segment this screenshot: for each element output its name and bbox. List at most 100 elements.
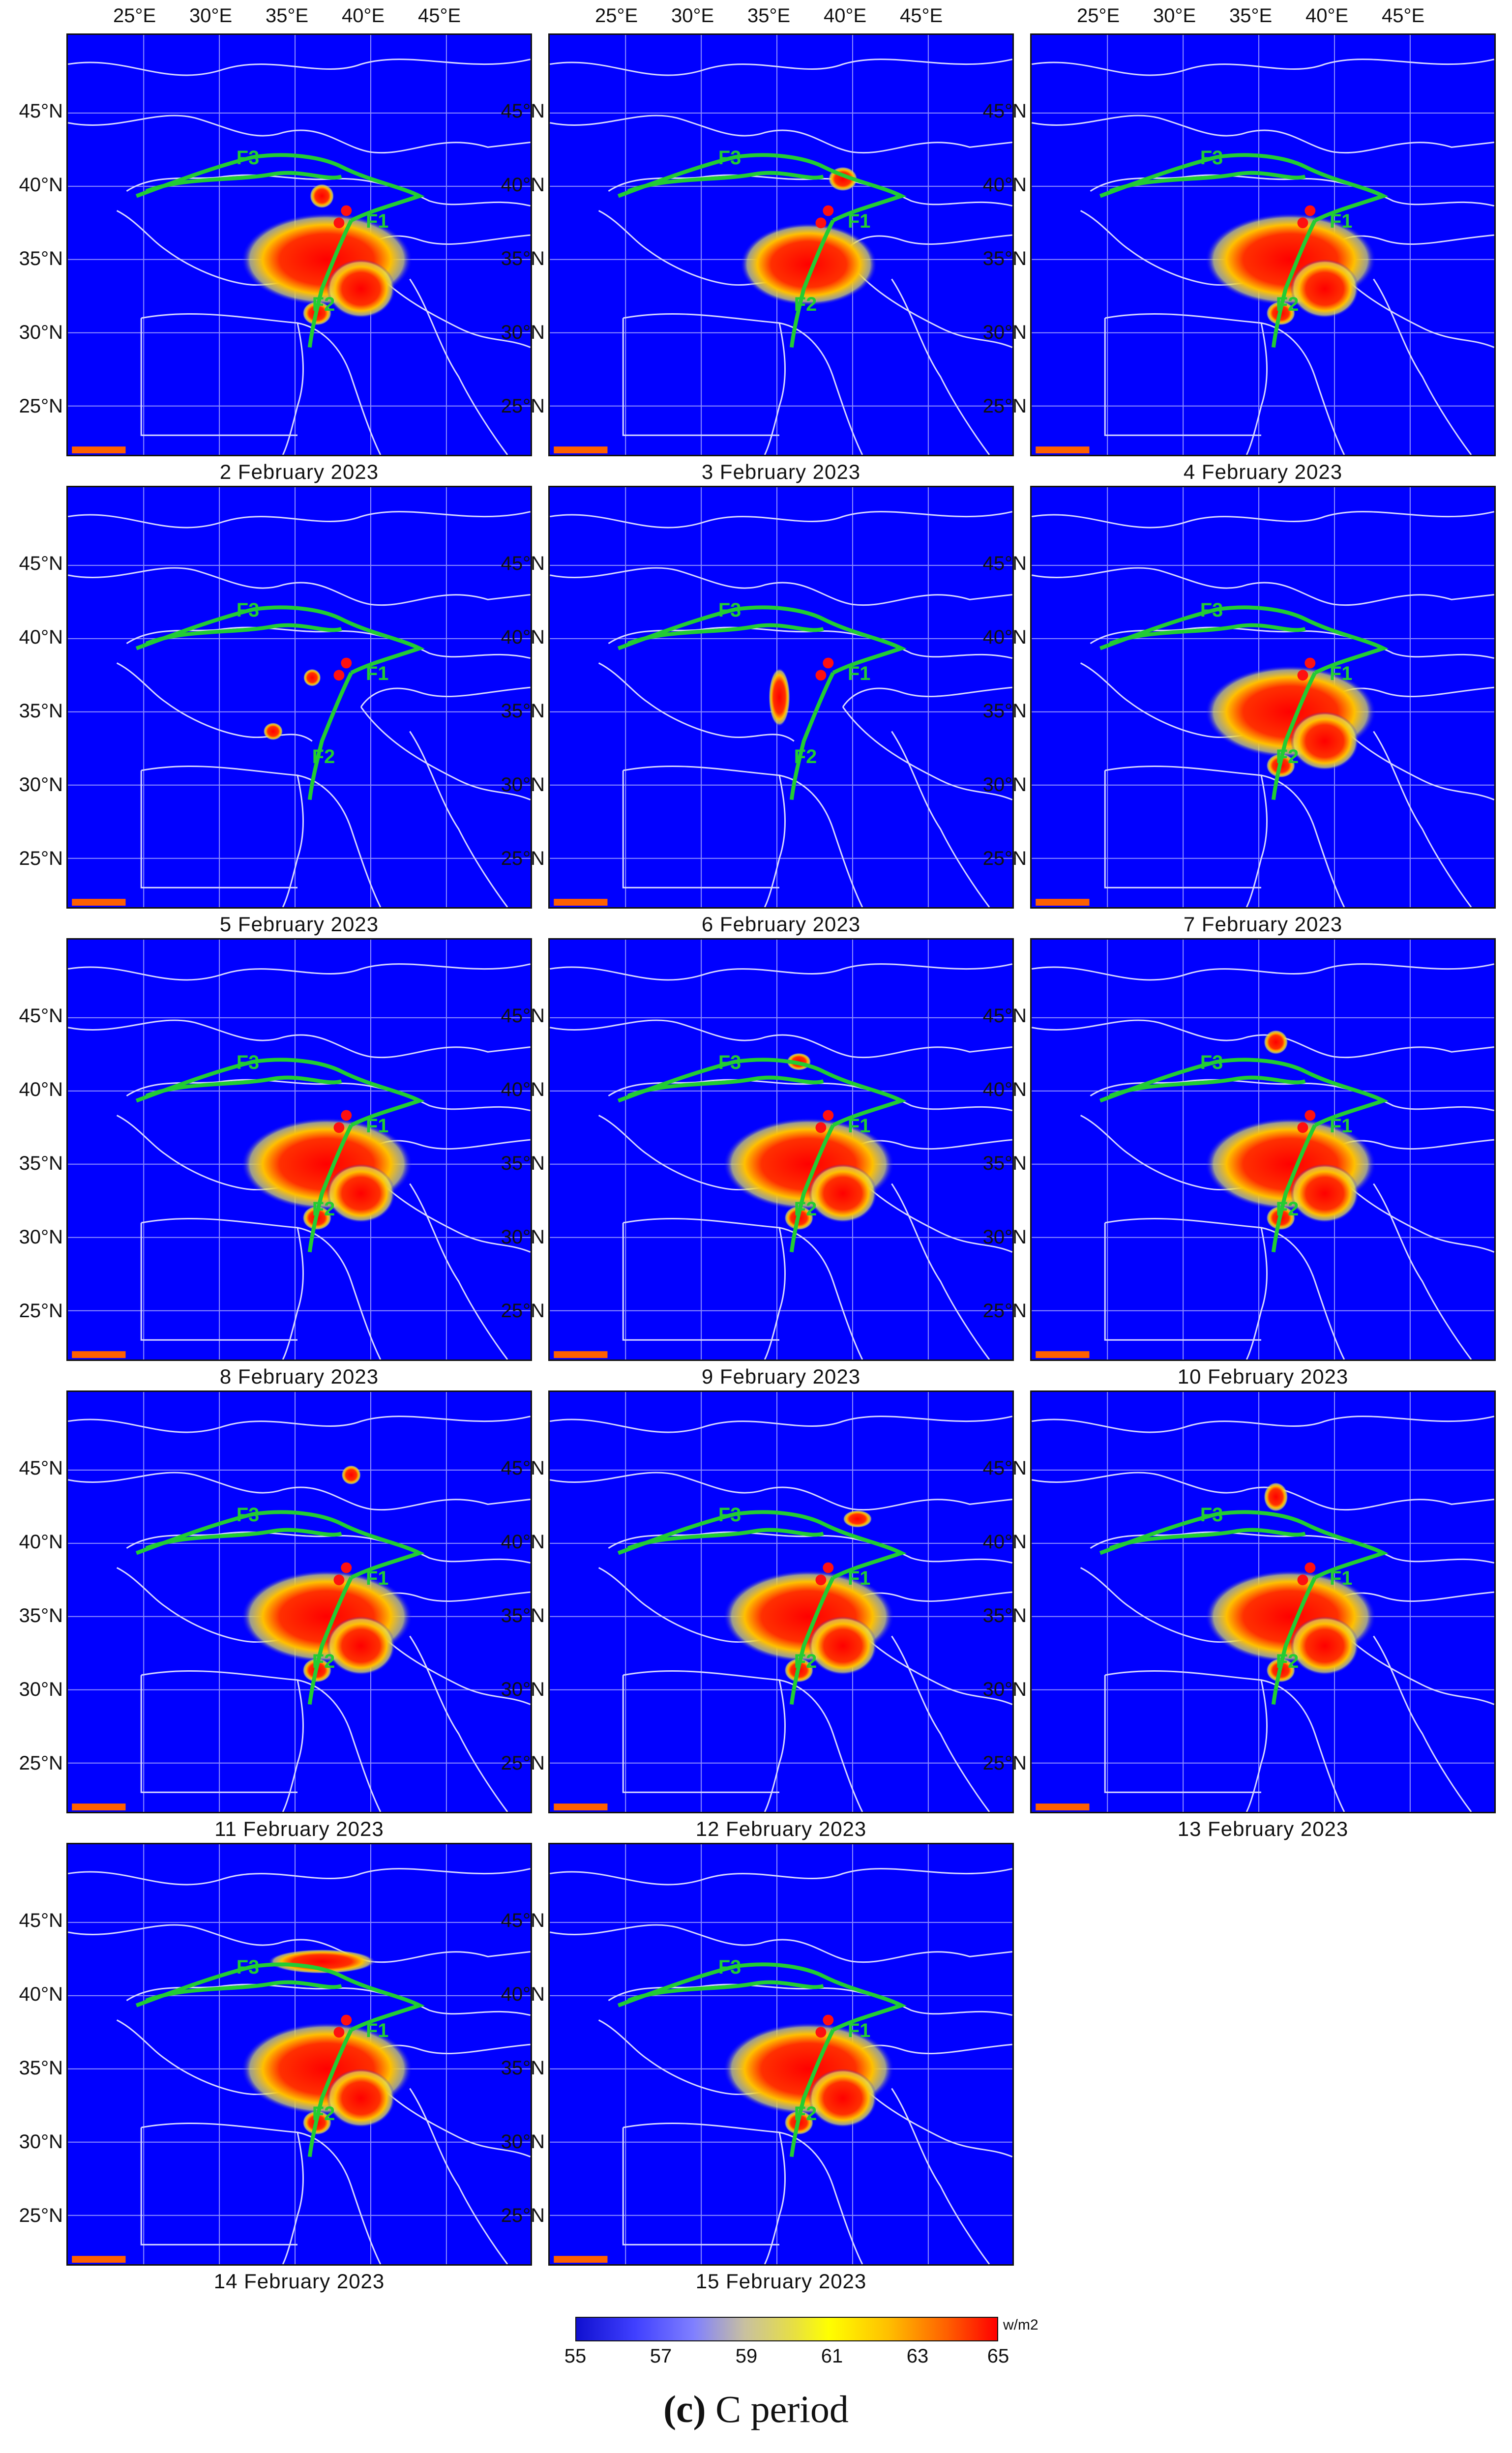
fault-f3-line [617, 1962, 907, 2032]
fault-label: F2 [794, 746, 817, 768]
border-line [550, 1416, 1012, 1433]
latitude-label: 45°N [19, 100, 63, 122]
longitude-label: 40°E [342, 5, 385, 27]
fault-label: F3 [237, 599, 259, 621]
map-canvas: F1 F2 F3 [68, 1392, 531, 1812]
panel-date: 10 February 2023 [1177, 1365, 1349, 1388]
fault-f3-branch-line [1109, 623, 1306, 646]
latitude-label: 45°N [501, 100, 545, 122]
map-panel: F1 F2 F3 [66, 486, 532, 909]
latitude-label: 35°N [19, 248, 63, 269]
map-panel: F1 F2 F3 [548, 1843, 1014, 2266]
longitude-label: 35°E [1229, 5, 1273, 27]
border-line [623, 1218, 863, 1359]
fault-f3-line [617, 1510, 907, 1579]
border-line [1032, 1472, 1494, 1511]
latitude-label: 35°N [501, 248, 545, 269]
border-line [360, 706, 531, 800]
latitude-label: 45°N [501, 553, 545, 574]
border-line [1090, 174, 1494, 207]
fault-label: F2 [312, 2103, 335, 2125]
fault-label: F2 [794, 294, 817, 315]
fault-f2-line [307, 1576, 353, 1705]
border-line [68, 511, 531, 529]
border-line [360, 686, 531, 708]
border-line [1373, 731, 1472, 907]
map-panel: F1 F2 F3 [548, 33, 1014, 456]
map-canvas: F1 F2 F3 [68, 940, 531, 1359]
border-line [1032, 115, 1494, 154]
colorbar [575, 2317, 998, 2341]
latitude-label: 25°N [982, 848, 1027, 869]
heat-anomaly [1263, 1482, 1288, 1512]
border-line [140, 770, 298, 888]
border-line [623, 313, 863, 455]
latitude-label: 40°N [501, 174, 545, 196]
border-line [1373, 1183, 1472, 1359]
epicenter-marker [823, 1562, 834, 1573]
epicenter-marker [1304, 1110, 1316, 1121]
border-line [1104, 1218, 1345, 1359]
border-line [116, 662, 313, 742]
panel-date: 2 February 2023 [219, 460, 379, 483]
edge-anomaly [1036, 446, 1090, 454]
border-line [608, 1531, 1012, 1564]
border-line [1104, 1675, 1262, 1793]
panel-date: 12 February 2023 [695, 1817, 867, 1840]
latitude-label: 30°N [982, 1226, 1027, 1248]
epicenter-marker [823, 657, 834, 669]
border-line [126, 1079, 531, 1112]
latitude-label: 30°N [19, 1226, 63, 1248]
border-line [409, 731, 508, 907]
fault-label: F1 [366, 663, 388, 684]
colorbar-unit: w/m2 [1003, 2317, 1038, 2333]
colorbar-tick-label: 57 [650, 2345, 672, 2367]
border-line [1245, 1227, 1268, 1359]
panel-date: 13 February 2023 [1177, 1817, 1349, 1840]
latitude-label: 40°N [19, 1531, 63, 1553]
heat-anomaly [769, 668, 790, 727]
epicenter-marker [815, 2027, 827, 2038]
border-line [1032, 567, 1494, 606]
longitude-label: 35°E [747, 5, 791, 27]
panel-date: 7 February 2023 [1183, 913, 1343, 936]
fault-f3-branch-line [145, 171, 342, 193]
border-line [282, 323, 304, 455]
latitude-label: 25°N [501, 1300, 545, 1322]
border-line [1032, 59, 1494, 76]
colorbar-tick-label: 61 [821, 2345, 843, 2367]
map-panel: F1 F2 F3 [548, 938, 1014, 1361]
epicenter-marker [333, 217, 345, 229]
border-line [764, 2132, 786, 2264]
border-line [622, 318, 780, 436]
border-line [891, 278, 990, 455]
fault-f3-line [1099, 1510, 1389, 1579]
fault-f2-line [789, 219, 835, 348]
border-line [622, 2127, 780, 2246]
heat-anomaly [341, 1465, 361, 1485]
epicenter-marker [333, 2027, 345, 2038]
fault-f3-line [135, 153, 425, 222]
border-line [842, 706, 1012, 800]
border-line [1104, 1670, 1345, 1812]
fault-label: F1 [848, 2020, 870, 2041]
heat-anomaly [1290, 1164, 1359, 1223]
panel-date: 14 February 2023 [213, 2270, 385, 2293]
latitude-label: 25°N [19, 1752, 63, 1774]
border-line [68, 115, 531, 154]
fault-label: F1 [848, 1567, 870, 1589]
fault-label: F2 [1276, 1198, 1299, 1220]
border-line [764, 1227, 786, 1359]
colorbar-tick-label: 65 [987, 2345, 1009, 2367]
latitude-label: 40°N [501, 1983, 545, 2005]
border-line [141, 766, 382, 907]
latitude-label: 25°N [501, 395, 545, 417]
latitude-label: 25°N [982, 1752, 1027, 1774]
border-line [550, 567, 1012, 606]
fault-label: F1 [366, 1115, 388, 1137]
edge-anomaly [72, 1351, 126, 1359]
longitude-label: 45°E [418, 5, 461, 27]
latitude-label: 45°N [19, 1457, 63, 1479]
latitude-label: 35°N [501, 1153, 545, 1174]
latitude-label: 45°N [982, 1457, 1027, 1479]
